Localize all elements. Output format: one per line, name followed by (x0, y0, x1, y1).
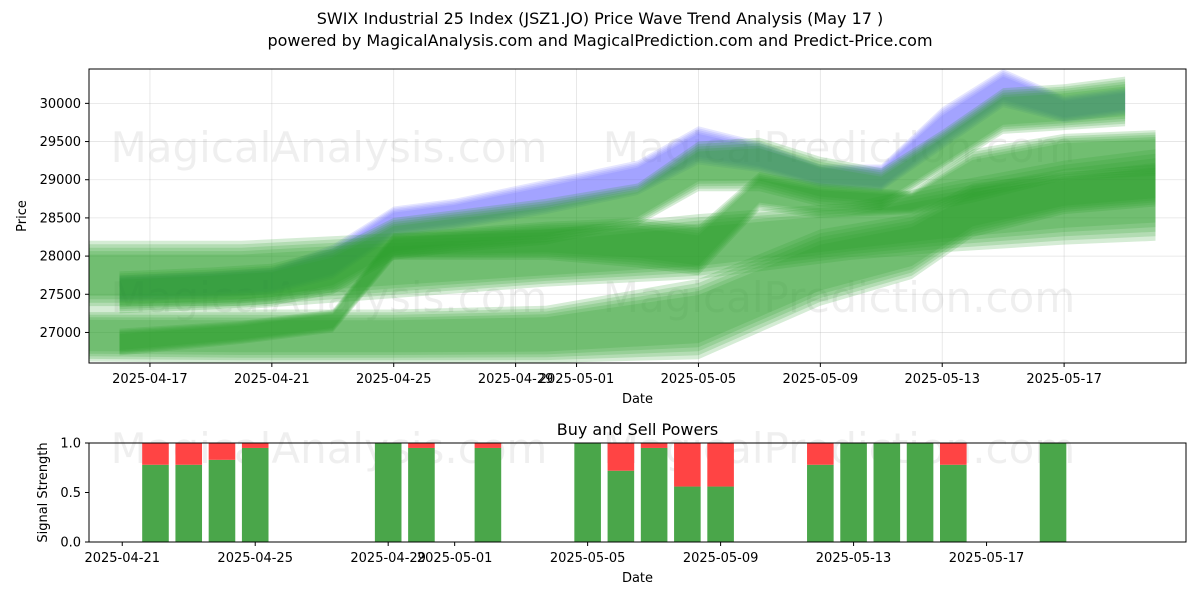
price-band-series-0 (119, 74, 1126, 298)
bottom-x-tick-label: 2025-05-13 (816, 551, 892, 566)
sell-power-bar (640, 443, 668, 448)
price-band-series-1 (119, 81, 1126, 310)
bottom-y-tick-label: 0.5 (60, 486, 81, 501)
top-x-tick-label: 2025-04-17 (112, 372, 188, 387)
price-band-series-3 (89, 166, 1156, 361)
watermark-text: MagicalAnalysis.com (111, 273, 548, 322)
sell-power-bar (208, 443, 236, 460)
price-band-series-1 (119, 84, 1126, 308)
sell-power-bar (474, 443, 502, 448)
chart-title-block: SWIX Industrial 25 Index (JSZ1.JO) Price… (0, 8, 1200, 52)
bottom-x-tick-label: 2025-05-17 (949, 551, 1025, 566)
price-band-series-4 (119, 134, 1156, 353)
top-x-tick-label: 2025-04-25 (356, 372, 432, 387)
price-band-series-3 (89, 164, 1156, 363)
watermark-text: MagicalPrediction.com (603, 273, 1076, 322)
buy-power-bar (1039, 443, 1067, 542)
buy-power-bar (175, 464, 203, 542)
price-band-series-3 (89, 168, 1156, 358)
buy-power-bar (142, 464, 169, 542)
top-plot-background (89, 69, 1186, 363)
bottom-x-axis-label: Date (622, 571, 653, 586)
buy-power-bar (674, 486, 701, 542)
price-band-series-1 (119, 76, 1126, 314)
price-band-series-0 (119, 72, 1126, 300)
chart-subtitle: powered by MagicalAnalysis.com and Magic… (267, 31, 933, 50)
watermark-text: MagicalAnalysis.com (111, 123, 548, 172)
price-band-series-2 (89, 162, 1156, 300)
price-band-series-4 (119, 132, 1156, 354)
buy-power-bar (208, 459, 236, 542)
bottom-x-tick-label: 2025-05-09 (683, 551, 759, 566)
price-band-series-1 (119, 79, 1126, 312)
price-band-series-4 (119, 130, 1156, 356)
buy-power-bar (474, 447, 502, 542)
top-x-tick-label: 2025-05-09 (783, 372, 859, 387)
sell-power-bar (175, 443, 203, 465)
top-plot-frame (88, 68, 1187, 364)
top-y-tick-label: 27000 (40, 326, 81, 341)
watermark-text: MagicalPrediction.com (603, 123, 1076, 172)
top-y-tick-label: 29000 (40, 173, 81, 188)
bottom-x-tick-label: 2025-04-21 (84, 551, 160, 566)
buy-power-bar (906, 443, 934, 542)
sell-power-bar (408, 443, 435, 448)
buy-power-bar (873, 443, 901, 542)
sell-power-bar (607, 443, 635, 471)
top-y-tick-label: 27500 (40, 288, 81, 303)
price-band-series-4 (119, 137, 1156, 352)
buy-power-bar (807, 464, 834, 542)
buy-power-bar (940, 464, 967, 542)
bottom-x-tick-label: 2025-05-05 (550, 551, 626, 566)
price-band-series-0 (119, 70, 1126, 301)
price-band-series-2 (89, 158, 1156, 303)
top-x-tick-label: 2025-05-13 (904, 372, 980, 387)
bottom-y-tick-label: 0.0 (60, 536, 81, 551)
top-x-tick-label: 2025-04-21 (234, 372, 310, 387)
top-x-tick-label: 2025-05-01 (539, 372, 615, 387)
buy-power-bar (607, 470, 635, 542)
top-y-tick-label: 28000 (40, 250, 81, 265)
price-band-series-2 (89, 149, 1156, 310)
buy-power-bar (707, 486, 734, 542)
price-band-series-2 (89, 167, 1156, 296)
top-x-tick-label: 2025-05-05 (661, 372, 737, 387)
top-y-axis-label: Price (15, 200, 30, 232)
price-band-series-0 (119, 69, 1126, 302)
top-y-tick-label: 30000 (40, 97, 81, 112)
chart-title: SWIX Industrial 25 Index (JSZ1.JO) Price… (316, 9, 884, 28)
top-y-tick-label: 28500 (40, 211, 81, 226)
top-y-tick-label: 29500 (40, 135, 81, 150)
price-band-series-1 (119, 86, 1126, 305)
buy-power-bar (574, 443, 601, 542)
bottom-x-tick-label: 2025-04-29 (350, 551, 426, 566)
price-bands (89, 69, 1156, 363)
buy-power-bar (241, 447, 269, 542)
top-x-axis-label: Date (622, 392, 653, 407)
price-band-series-0 (119, 76, 1126, 297)
buy-power-bar (640, 447, 668, 542)
sell-power-bar (241, 443, 269, 448)
price-band-series-2 (89, 153, 1156, 307)
buy-power-bar (840, 443, 867, 542)
price-band-series-4 (119, 139, 1156, 350)
bottom-x-tick-label: 2025-04-25 (217, 551, 293, 566)
bottom-plot-background (89, 443, 1186, 542)
bottom-x-tick-label: 2025-05-01 (417, 551, 493, 566)
buy-power-bar (374, 443, 402, 542)
bottom-y-tick-label: 1.0 (60, 437, 81, 452)
bottom-y-axis-label: Signal Strength (36, 442, 51, 542)
top-x-tick-label: 2025-04-29 (478, 372, 554, 387)
buy-power-bar (408, 447, 435, 542)
sell-power-bar (940, 443, 967, 465)
price-band-series-3 (89, 172, 1156, 353)
top-x-tick-label: 2025-05-17 (1026, 372, 1102, 387)
bottom-chart-title: Buy and Sell Powers (557, 420, 719, 439)
sell-power-bar (807, 443, 834, 465)
price-band-series-3 (89, 170, 1156, 355)
sell-power-bar (142, 443, 169, 465)
sell-power-bar (674, 443, 701, 487)
sell-power-bar (707, 443, 734, 487)
